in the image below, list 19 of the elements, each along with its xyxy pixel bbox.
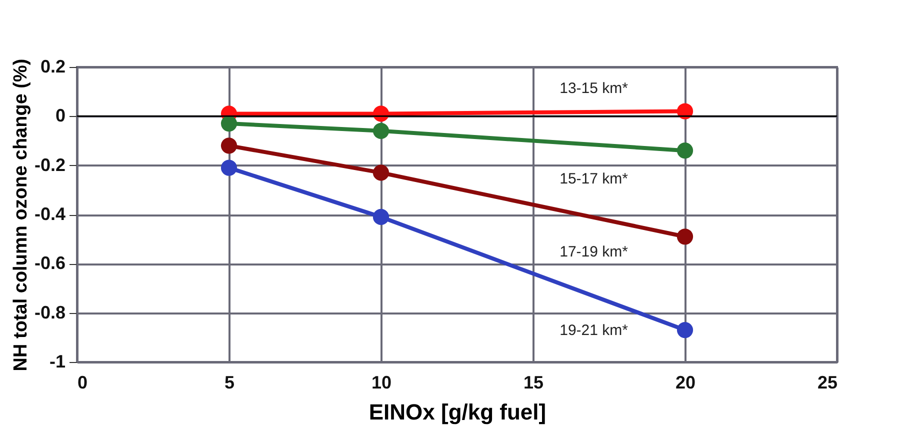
y-tick-label: -0.8 <box>34 302 66 322</box>
x-tick-label: 15 <box>523 372 544 392</box>
series-label: 17-19 km* <box>560 243 628 260</box>
y-axis-title: NH total column ozone change (%) <box>10 58 32 372</box>
y-tick-label: 0.2 <box>40 56 66 76</box>
x-tick-label: 20 <box>675 372 696 392</box>
x-tick-label: 25 <box>817 372 838 392</box>
y-tick-label: 0 <box>55 106 66 126</box>
y-tick-label: -0.4 <box>34 204 66 224</box>
y-tick-label: -0.6 <box>34 253 66 274</box>
series-label: 15-17 km* <box>560 170 628 188</box>
x-axis-title: EINOx [g/kg fuel] <box>368 400 546 424</box>
x-tick-label: 0 <box>78 372 88 392</box>
x-tick-label: 5 <box>224 372 235 392</box>
series-label: 13-15 km* <box>560 80 628 97</box>
y-tick-label: -0.2 <box>34 154 66 175</box>
x-tick-label: 10 <box>371 372 392 392</box>
y-tick-label: -1 <box>49 352 66 372</box>
series-label: 19-21 km* <box>560 322 628 340</box>
